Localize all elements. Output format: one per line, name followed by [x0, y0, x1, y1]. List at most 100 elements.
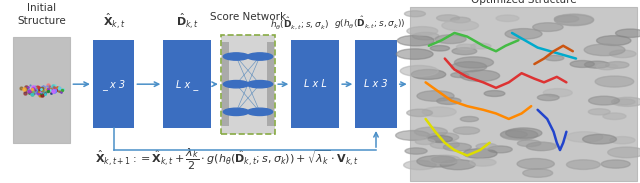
Circle shape [435, 35, 466, 44]
Circle shape [417, 156, 457, 167]
Circle shape [608, 147, 640, 158]
Circle shape [566, 160, 600, 169]
Circle shape [453, 127, 479, 134]
Circle shape [451, 62, 486, 72]
Circle shape [614, 99, 635, 105]
Text: $\hat{\mathbf{X}}_{k,t+1} := \hat{\mathbf{X}}_{k,t} + \dfrac{\lambda_k}{2} \cdot: $\hat{\mathbf{X}}_{k,t+1} := \hat{\mathb… [95, 147, 359, 172]
FancyBboxPatch shape [93, 40, 134, 128]
Circle shape [526, 142, 556, 151]
Circle shape [460, 70, 500, 81]
Circle shape [460, 116, 479, 122]
FancyBboxPatch shape [291, 40, 339, 128]
Circle shape [415, 127, 447, 137]
Circle shape [451, 72, 468, 78]
Circle shape [506, 128, 542, 138]
Text: _ x 3: _ x 3 [102, 79, 125, 90]
Circle shape [415, 139, 435, 145]
Circle shape [545, 55, 564, 61]
Circle shape [452, 48, 477, 55]
Circle shape [396, 49, 433, 59]
Circle shape [444, 143, 471, 151]
Circle shape [429, 155, 460, 164]
Circle shape [523, 169, 553, 177]
Circle shape [601, 160, 630, 168]
Circle shape [412, 32, 439, 40]
Circle shape [505, 29, 542, 39]
Circle shape [554, 15, 579, 22]
Text: $\hat{\mathbf{D}}_{k,t}$: $\hat{\mathbf{D}}_{k,t}$ [176, 12, 199, 31]
Text: L x L: L x L [304, 79, 326, 89]
Circle shape [247, 53, 273, 60]
Circle shape [471, 43, 491, 49]
Circle shape [442, 20, 479, 31]
Circle shape [470, 159, 496, 166]
Circle shape [517, 158, 554, 169]
Circle shape [500, 131, 527, 138]
Circle shape [440, 160, 476, 170]
Circle shape [422, 107, 456, 117]
Circle shape [476, 143, 497, 149]
Circle shape [400, 66, 438, 76]
Circle shape [436, 98, 461, 104]
Circle shape [430, 46, 449, 51]
Text: $\hat{\mathbf{X}}_{k,t}$: $\hat{\mathbf{X}}_{k,t}$ [102, 12, 125, 31]
Circle shape [456, 44, 476, 50]
Text: Optimized Structure: Optimized Structure [470, 0, 577, 5]
Circle shape [488, 146, 512, 153]
Circle shape [396, 130, 430, 140]
Circle shape [584, 61, 609, 68]
Circle shape [247, 108, 273, 115]
FancyBboxPatch shape [163, 40, 211, 128]
Circle shape [532, 143, 557, 150]
Circle shape [603, 113, 626, 119]
Circle shape [223, 53, 249, 60]
Text: Initial
Structure: Initial Structure [17, 3, 66, 26]
Circle shape [570, 61, 595, 68]
Circle shape [451, 17, 470, 23]
FancyBboxPatch shape [355, 40, 397, 128]
Text: L x 3: L x 3 [364, 79, 388, 89]
Circle shape [247, 81, 273, 88]
FancyBboxPatch shape [222, 42, 229, 126]
Circle shape [589, 96, 620, 105]
Circle shape [223, 81, 249, 88]
Circle shape [595, 76, 634, 87]
Circle shape [517, 140, 541, 147]
Circle shape [610, 137, 635, 144]
Circle shape [532, 23, 563, 31]
Circle shape [616, 29, 640, 37]
Circle shape [566, 132, 603, 142]
Circle shape [555, 14, 593, 26]
Circle shape [404, 160, 436, 170]
Circle shape [609, 50, 636, 58]
FancyBboxPatch shape [410, 7, 637, 181]
Circle shape [605, 61, 629, 68]
Circle shape [588, 109, 610, 115]
Circle shape [407, 27, 438, 36]
Text: Score Network: Score Network [211, 12, 286, 22]
Circle shape [484, 91, 505, 96]
Circle shape [538, 94, 559, 101]
Circle shape [430, 140, 460, 149]
Circle shape [427, 133, 459, 142]
Text: $h_{\theta}(\hat{\mathbf{D}}_{k,t}; s, \sigma_k)$: $h_{\theta}(\hat{\mathbf{D}}_{k,t}; s, \… [270, 15, 329, 31]
Text: L x _: L x _ [176, 79, 198, 90]
Circle shape [612, 97, 640, 106]
Circle shape [417, 91, 454, 101]
Circle shape [436, 15, 460, 21]
FancyBboxPatch shape [13, 37, 70, 143]
FancyBboxPatch shape [221, 35, 275, 134]
Text: $g(h_{\theta}(\hat{\mathbf{D}}_{k,t}; s, \sigma_k))$: $g(h_{\theta}(\hat{\mathbf{D}}_{k,t}; s,… [334, 15, 406, 31]
Circle shape [397, 35, 434, 46]
Circle shape [543, 89, 572, 97]
Circle shape [582, 134, 616, 144]
Circle shape [428, 136, 452, 143]
Circle shape [405, 148, 427, 154]
Circle shape [404, 11, 426, 17]
Circle shape [584, 44, 625, 56]
Circle shape [463, 149, 497, 158]
Circle shape [500, 129, 538, 140]
Circle shape [596, 36, 631, 46]
Circle shape [454, 57, 493, 68]
FancyBboxPatch shape [267, 42, 274, 126]
